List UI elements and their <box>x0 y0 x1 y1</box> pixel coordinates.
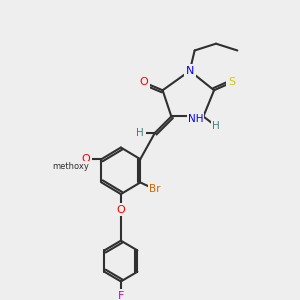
Text: S: S <box>228 77 235 88</box>
Text: H: H <box>212 121 220 131</box>
Text: NH: NH <box>188 114 203 124</box>
Text: methoxy: methoxy <box>55 164 86 170</box>
Text: F: F <box>118 291 124 300</box>
Text: H: H <box>136 128 144 138</box>
Text: O: O <box>116 205 125 214</box>
Text: O: O <box>82 154 90 164</box>
Text: methoxy: methoxy <box>52 162 89 171</box>
Text: O: O <box>140 77 148 88</box>
Text: Br: Br <box>149 184 160 194</box>
Text: N: N <box>186 66 194 76</box>
